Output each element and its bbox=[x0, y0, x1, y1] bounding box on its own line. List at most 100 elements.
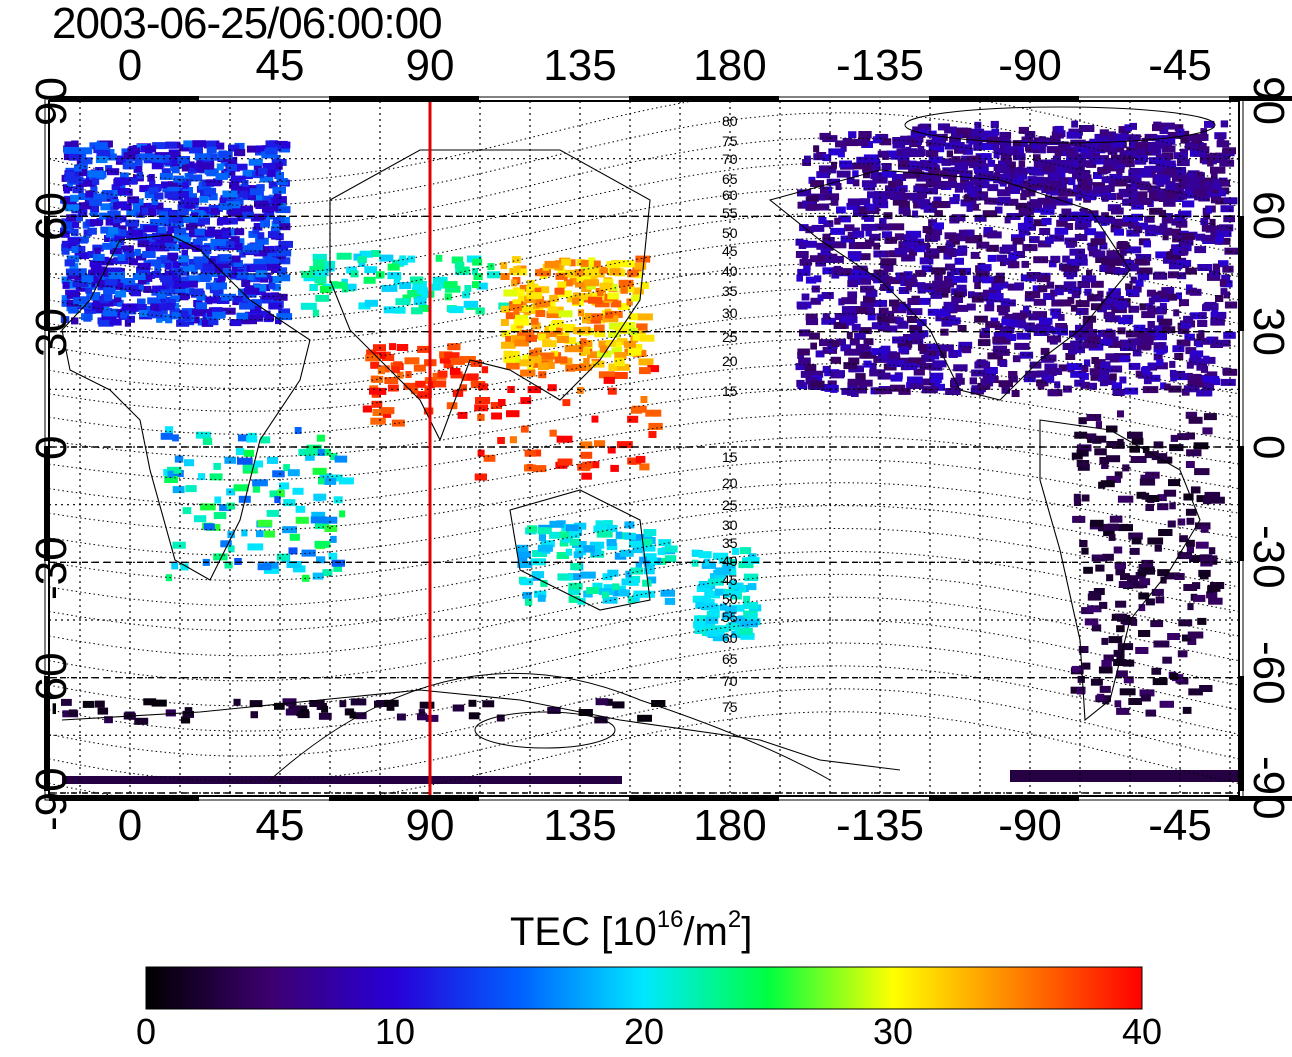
tec-cell bbox=[509, 304, 522, 312]
tec-cell bbox=[135, 253, 147, 261]
tec-cell bbox=[831, 241, 847, 249]
tec-cell bbox=[928, 169, 940, 177]
tec-cell bbox=[380, 365, 390, 373]
tec-cell bbox=[68, 176, 84, 184]
tec-cell bbox=[1092, 186, 1103, 194]
tec-cell bbox=[1212, 263, 1221, 271]
longitude-tick-label: -135 bbox=[835, 41, 925, 90]
tec-cell bbox=[169, 261, 180, 269]
tec-cell bbox=[78, 268, 87, 276]
tec-cell bbox=[569, 259, 576, 267]
tec-cell bbox=[980, 153, 992, 161]
tec-cell bbox=[264, 219, 271, 227]
tec-cell bbox=[841, 316, 851, 324]
tec-cell bbox=[501, 341, 516, 349]
tec-cell bbox=[275, 206, 291, 214]
tec-cell bbox=[1153, 353, 1163, 361]
tec-cell bbox=[152, 285, 166, 293]
tec-cell bbox=[193, 256, 209, 264]
tec-cell bbox=[164, 191, 179, 199]
tec-cell bbox=[65, 171, 75, 179]
tec-cell bbox=[1159, 122, 1175, 130]
tec-cell bbox=[1177, 327, 1190, 335]
tec-cell bbox=[143, 698, 157, 706]
tec-cell bbox=[1184, 143, 1198, 151]
tec-cell bbox=[399, 255, 407, 263]
tec-cell bbox=[1144, 215, 1155, 223]
tec-cell bbox=[431, 283, 442, 291]
tec-cell bbox=[1076, 248, 1085, 256]
magnetic-latitude-label: 60 bbox=[722, 630, 738, 646]
tec-cell bbox=[1104, 258, 1120, 266]
tec-cell bbox=[101, 313, 117, 321]
tec-cell bbox=[825, 256, 837, 263]
tec-cell bbox=[599, 345, 608, 353]
tec-cell bbox=[451, 256, 463, 264]
tec-cell bbox=[252, 479, 268, 487]
tec-cell bbox=[61, 276, 72, 284]
tec-cell bbox=[1113, 546, 1123, 554]
tec-cell bbox=[594, 440, 606, 448]
tec-cell bbox=[664, 545, 678, 553]
tec-cell bbox=[625, 570, 632, 578]
tec-cell bbox=[1094, 215, 1107, 223]
tec-cell bbox=[1185, 411, 1198, 419]
tec-cell bbox=[1187, 378, 1200, 386]
tec-cell bbox=[309, 265, 325, 273]
tec-cell bbox=[899, 187, 906, 195]
tec-cell bbox=[1182, 706, 1192, 714]
tec-cell bbox=[463, 300, 479, 308]
tec-cell bbox=[154, 192, 164, 200]
tec-cell bbox=[806, 194, 819, 202]
tec-cell bbox=[612, 583, 620, 591]
tec-cell bbox=[954, 162, 969, 170]
tec-cell bbox=[797, 268, 811, 276]
tec-cell bbox=[61, 698, 72, 706]
latitude-tick-label: 90 bbox=[1244, 76, 1292, 125]
tec-cell bbox=[1141, 311, 1156, 319]
tec-cell bbox=[1160, 382, 1167, 390]
tec-cell bbox=[1069, 248, 1079, 256]
tec-cell bbox=[168, 181, 179, 189]
tec-cell bbox=[1135, 141, 1144, 149]
tec-cell bbox=[91, 302, 100, 310]
tec-cell bbox=[969, 377, 977, 385]
tec-cell bbox=[532, 550, 547, 557]
tec-cell bbox=[881, 170, 897, 178]
tec-cell bbox=[1091, 357, 1099, 364]
tec-cell bbox=[359, 250, 373, 258]
tec-cell bbox=[627, 457, 642, 465]
tec-cell bbox=[1117, 327, 1126, 335]
tec-cell bbox=[347, 283, 357, 291]
tec-cell bbox=[1197, 182, 1206, 190]
tec-cell bbox=[410, 276, 424, 284]
tec-cell bbox=[705, 629, 720, 637]
tec-cell bbox=[1139, 689, 1155, 697]
tec-cell bbox=[582, 461, 593, 469]
tec-cell bbox=[1153, 174, 1170, 182]
tec-cell bbox=[1111, 140, 1125, 148]
tec-cell bbox=[212, 290, 220, 298]
tec-cell bbox=[595, 520, 610, 528]
tec-cell bbox=[219, 504, 232, 512]
magnetic-latitude-label: 50 bbox=[722, 591, 738, 607]
tec-cell bbox=[272, 186, 286, 194]
tec-cell bbox=[261, 292, 272, 300]
tec-cell bbox=[448, 306, 464, 314]
tec-cell bbox=[931, 135, 944, 143]
tec-cell bbox=[870, 387, 877, 395]
tec-cell bbox=[201, 319, 214, 327]
tec-cell bbox=[366, 349, 377, 357]
tec-cell bbox=[1183, 385, 1200, 393]
magnetic-latitude-label: 20 bbox=[722, 475, 738, 491]
tec-cell bbox=[920, 378, 935, 386]
tec-cell bbox=[569, 538, 580, 546]
tec-cell bbox=[204, 297, 213, 305]
tec-cell bbox=[1102, 553, 1114, 561]
tec-cell bbox=[615, 342, 622, 349]
tec-cell bbox=[1050, 172, 1059, 180]
tec-cell bbox=[588, 296, 603, 304]
tec-cell bbox=[1222, 265, 1234, 273]
tec-cell bbox=[1156, 192, 1165, 199]
tec-cell bbox=[1099, 216, 1116, 224]
